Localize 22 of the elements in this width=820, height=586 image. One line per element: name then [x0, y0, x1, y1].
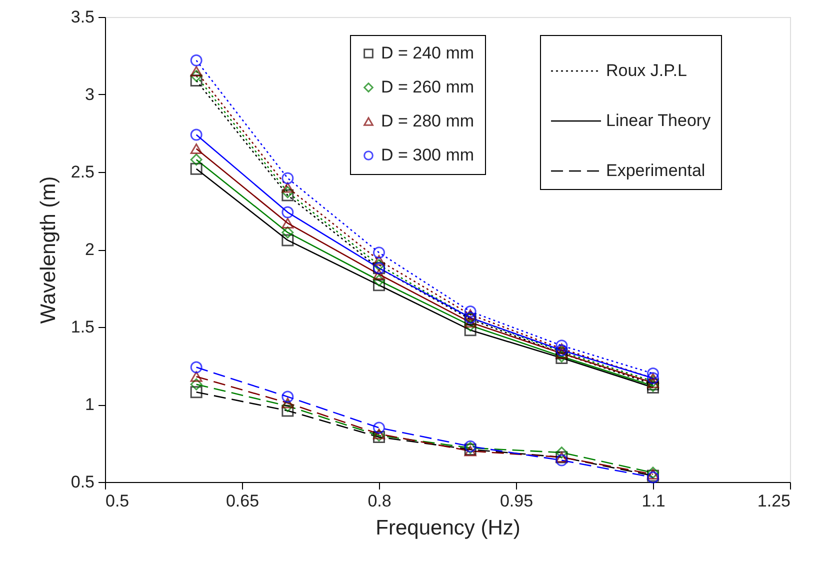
- x-axis-title: Frequency (Hz): [376, 516, 520, 540]
- y-tick-label: 2: [85, 240, 94, 259]
- legend-label: D = 260 mm: [381, 78, 474, 96]
- y-tick-label: 1.5: [70, 318, 94, 336]
- annotation: Linear Theory: [606, 111, 712, 130]
- x-tick-label: 0.5: [106, 492, 130, 510]
- y-tick-label: 1: [85, 395, 94, 414]
- y-tick-label: 2.5: [70, 162, 94, 182]
- annotation: Experimental: [606, 161, 706, 180]
- y-tick-label: 3: [85, 85, 94, 104]
- y-axis-title: Wavelength (m): [36, 176, 60, 324]
- x-tick-label: 0.95: [500, 492, 534, 510]
- legend-label: D = 300 mm: [381, 146, 474, 164]
- annotation: Roux J.P.L: [606, 61, 687, 80]
- legend-label: D = 240 mm: [381, 44, 474, 62]
- x-tick-label: 1.1: [642, 492, 666, 510]
- x-tick-label: 1.25: [757, 492, 790, 510]
- y-tick-label: 3.5: [70, 8, 94, 26]
- y-tick-label: 0.5: [70, 472, 94, 492]
- x-tick-label: 0.8: [368, 492, 392, 510]
- x-tick-label: 0.65: [226, 492, 260, 510]
- legend-label: D = 280 mm: [381, 112, 474, 130]
